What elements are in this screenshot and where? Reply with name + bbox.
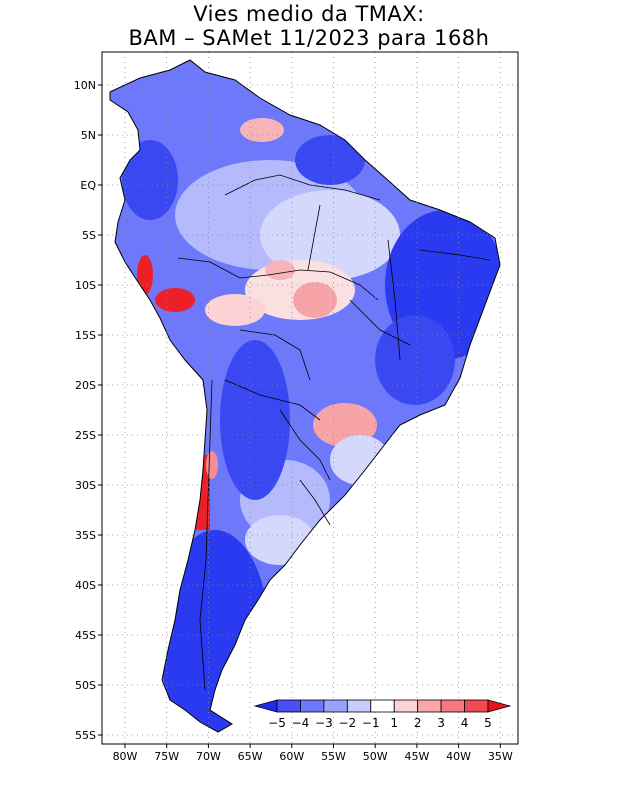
- chile-light-red: [206, 451, 218, 479]
- lat-tick-label: 45S: [75, 629, 96, 642]
- peru-coast-red: [155, 288, 195, 312]
- colorbar-label: −4: [292, 716, 310, 730]
- lat-tick-label: 10S: [75, 279, 96, 292]
- colorbar-segment: [393, 699, 419, 713]
- colorbar-segment: [464, 699, 489, 713]
- colorbar-segment: [346, 699, 372, 713]
- colorbar-label: 2: [414, 716, 422, 730]
- lon-tick-label: 65W: [238, 750, 263, 763]
- colorbar-label: −3: [315, 716, 333, 730]
- east-brazil-deep-blue: [375, 315, 455, 405]
- map-title-line-2: BAM – SAMet 11/2023 para 168h: [128, 26, 490, 50]
- lat-tick-label: 35S: [75, 529, 96, 542]
- border-bolivia-brazil: [239, 329, 311, 381]
- lon-tick-label: 40W: [446, 750, 471, 763]
- lat-tick-label: 5S: [82, 229, 96, 242]
- lon-tick-label: 55W: [321, 750, 346, 763]
- andes-deep-blue: [220, 340, 290, 500]
- lat-lon-grid: [102, 52, 518, 744]
- bolivia-pale-red: [205, 294, 265, 326]
- colorbar: −5 −4 −3 −2 −1 1 2 3 4 5: [253, 699, 512, 730]
- lat-tick-label: 50S: [75, 679, 96, 692]
- colorbar-label: 4: [461, 716, 469, 730]
- guianas-deep-blue: [295, 135, 365, 185]
- colorbar-label: −2: [338, 716, 356, 730]
- colorbar-label: 1: [390, 716, 398, 730]
- colorbar-segment: [323, 699, 348, 713]
- colorbar-segment: [300, 699, 325, 713]
- colorbar-segment: [417, 699, 442, 713]
- colorbar-label: 5: [484, 716, 492, 730]
- border-amazonas-para: [307, 204, 321, 271]
- lat-tick-label: EQ: [80, 179, 96, 192]
- lon-tick-label: 50W: [363, 750, 388, 763]
- country-borders: [177, 174, 491, 691]
- lat-tick-label: 20S: [75, 379, 96, 392]
- border-uruguay: [299, 479, 331, 526]
- longitude-labels: 80W 75W 70W 65W 60W 55W 50W 45W 40W 35W: [113, 744, 513, 763]
- border-paraguay-argentina: [279, 409, 331, 481]
- border-chile-argentina: [199, 379, 213, 691]
- border-ne-brazil-states: [387, 239, 401, 361]
- map-title-line-1: Vies medio da TMAX:: [193, 2, 425, 26]
- colorbar-high-arrow: [487, 699, 512, 713]
- colorbar-segment: [440, 699, 465, 713]
- plot-frame: [101, 51, 519, 745]
- lon-tick-label: 80W: [113, 750, 138, 763]
- colorbar-segment: [370, 699, 395, 713]
- colorbar-label: −1: [362, 716, 380, 730]
- lon-tick-label: 35W: [488, 750, 513, 763]
- colombia-deep-blue: [122, 140, 178, 220]
- lat-tick-label: 15S: [75, 329, 96, 342]
- rondonia-red: [265, 260, 295, 280]
- border-bolivia-paraguay: [224, 379, 321, 421]
- peru-north-red: [137, 255, 153, 295]
- amazon-paler-blue: [260, 190, 400, 280]
- central-brazil-red: [293, 282, 337, 318]
- lat-tick-label: 10N: [74, 79, 96, 92]
- colorbar-label: 3: [437, 716, 445, 730]
- lon-tick-label: 70W: [196, 750, 221, 763]
- lon-tick-label: 45W: [404, 750, 429, 763]
- latitude-labels: 10N 5N EQ 5S 10S 15S 20S 25S 30S 35S 40S 45S 50S 55S: [74, 79, 102, 742]
- border-ne-states-2: [419, 249, 491, 261]
- border-brazil-peru-bolivia: [177, 257, 379, 301]
- lat-tick-label: 40S: [75, 579, 96, 592]
- venezuela-pale-red: [240, 118, 284, 142]
- lat-tick-label: 5N: [81, 129, 96, 142]
- lon-tick-label: 75W: [154, 750, 179, 763]
- lat-tick-label: 25S: [75, 429, 96, 442]
- lat-tick-label: 30S: [75, 479, 96, 492]
- colorbar-label: −5: [268, 716, 286, 730]
- border-central-states: [349, 299, 411, 346]
- colorbar-segment: [276, 699, 301, 713]
- lat-tick-label: 55S: [75, 729, 96, 742]
- lon-tick-label: 60W: [279, 750, 304, 763]
